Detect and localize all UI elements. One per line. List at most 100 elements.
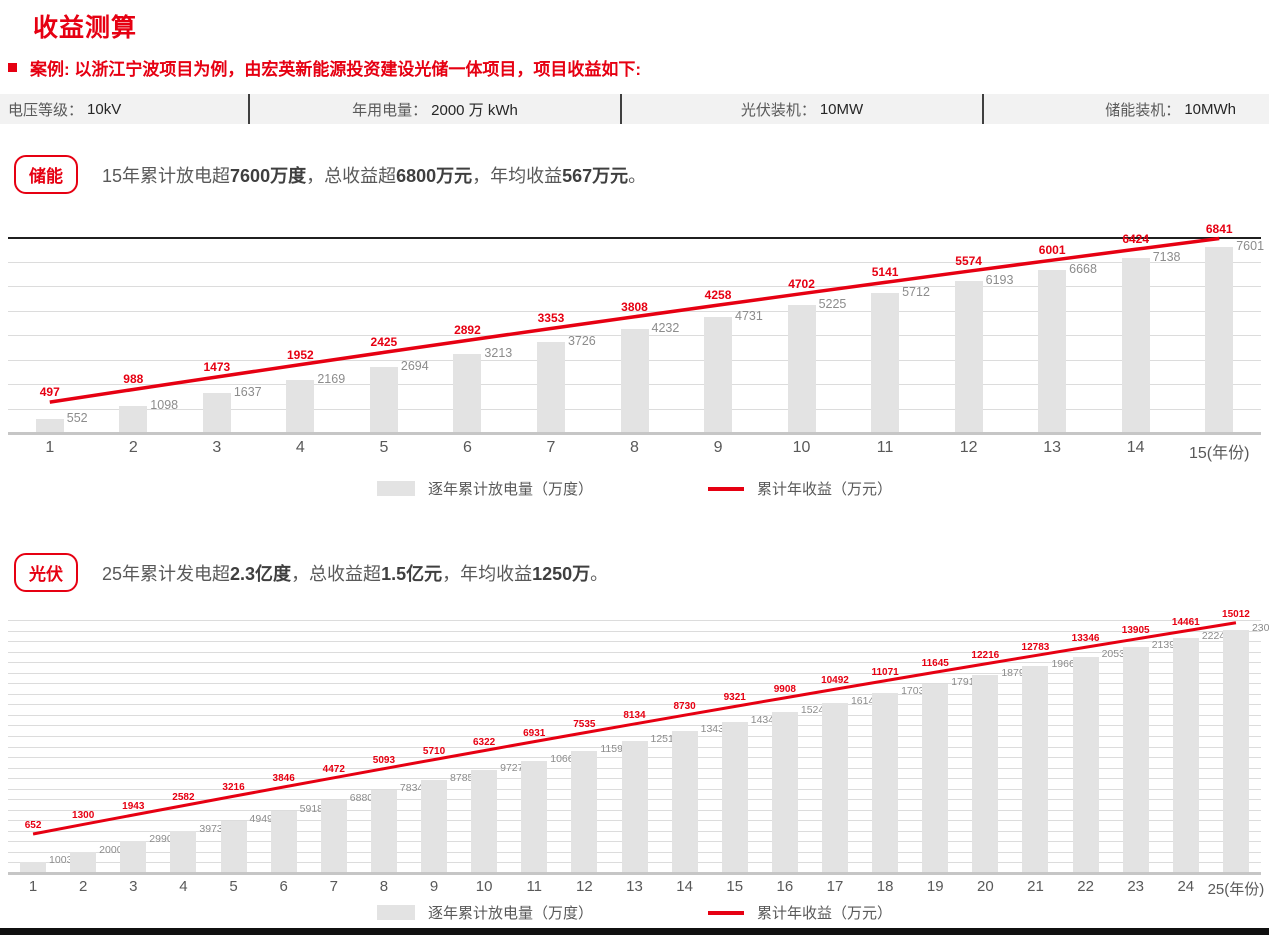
bar: [871, 293, 900, 433]
bar-value-label: 3726: [567, 333, 596, 348]
bar-value-label: 6193: [985, 273, 1014, 288]
gridline: [8, 683, 1261, 685]
bar-value-label: 19667: [1051, 657, 1081, 670]
bar: [972, 674, 999, 873]
legend-label: 累计年收益（万元）: [757, 905, 893, 922]
line-value-label: 1952: [287, 347, 314, 362]
info-label: 电压等级：: [8, 101, 84, 119]
line-value-label: 8730: [673, 701, 696, 713]
x-tick: 4: [295, 439, 305, 456]
storage-plot-area: 552 1098 1637 2169 2694 3213 3726 4232 4731 5225 5…: [8, 222, 1264, 435]
storage-badge: 储能: [14, 155, 78, 194]
x-tick: 12: [959, 439, 978, 456]
gridline: [8, 651, 1261, 653]
bar: [170, 831, 197, 873]
pv-legend: 逐年累计放电量（万度） 累计年收益（万元）: [0, 902, 1269, 923]
bar-value-label: 4232: [651, 321, 680, 336]
desc-segment: ，总收益超: [306, 165, 397, 186]
x-tick: 23: [1127, 878, 1145, 895]
line-value-label: 5141: [871, 265, 899, 280]
x-tick: 5: [229, 878, 238, 895]
bar: [1222, 629, 1249, 873]
info-cell-voltage: 电压等级： 10kV: [0, 94, 250, 124]
bar-value-label: 2000: [99, 843, 123, 856]
pv-section-header: 光伏 25年累计发电超2.3亿度，总收益超1.5亿元，年均收益1250万。: [14, 553, 608, 592]
gridline: [8, 408, 1261, 410]
x-tick: 22: [1077, 878, 1094, 895]
legend-item-line: 累计年收益（万元）: [708, 478, 892, 499]
revenue-line: [32, 621, 1237, 836]
x-tick: 1: [45, 439, 55, 456]
desc-segment: ，年均收益: [472, 165, 563, 186]
x-tick: 15: [726, 878, 744, 895]
revenue-line: [49, 236, 1220, 404]
bar: [453, 354, 482, 433]
storage-section-header: 储能 15年累计放电超7600万度，总收益超6800万元，年均收益567万元。: [14, 155, 646, 194]
x-tick: 15(年份): [1188, 445, 1250, 462]
x-tick: 16: [776, 878, 794, 895]
info-cell-pv-capacity: 光伏装机： 10MW: [622, 94, 984, 124]
bar: [721, 721, 748, 873]
pv-x-axis: 1 2 3 4 5 6 7 8 9 10 11 12 13 14 15 16 17 18 19 20 21 22 23 24 2…: [8, 878, 1264, 900]
bar-value-label: 17032: [901, 685, 931, 698]
legend-item-bars: 逐年累计放电量（万度）: [376, 478, 593, 499]
line-value-label: 3216: [222, 782, 245, 794]
desc-segment: 567万元: [562, 165, 629, 186]
bar: [220, 820, 247, 873]
bar: [120, 841, 147, 873]
line-value-label: 652: [24, 819, 42, 831]
desc-segment: 1250万: [532, 563, 591, 584]
bar-value-label: 3973: [199, 823, 223, 836]
gridline: [8, 788, 1261, 790]
gridline: [8, 757, 1261, 759]
x-tick: 25(年份): [1207, 881, 1265, 898]
gridline: [8, 767, 1261, 769]
x-tick: 1: [28, 878, 38, 895]
x-tick: 10: [792, 439, 811, 456]
gridline: [8, 641, 1261, 643]
line-value-label: 7535: [573, 718, 596, 730]
pv-plot-area: 1003 2000 2990 3973 4949 5918 6880 7834 8785 9727…: [8, 609, 1269, 875]
line-value-label: 6841: [1205, 221, 1233, 236]
bar: [119, 406, 148, 433]
gridline: [8, 778, 1261, 780]
bar: [620, 329, 649, 433]
legend-item-bars: 逐年累计放电量（万度）: [376, 902, 593, 923]
desc-segment: 7600万度: [230, 165, 307, 186]
bar: [771, 712, 798, 873]
gridline: [8, 310, 1261, 312]
gridline: [8, 725, 1261, 727]
line-value-label: 5093: [372, 754, 396, 766]
info-label: 年用电量：: [352, 101, 428, 119]
line-value-label: 13905: [1121, 625, 1150, 637]
line-value-label: 9321: [723, 692, 746, 704]
x-tick: 3: [129, 878, 138, 895]
line-value-label: 1473: [203, 359, 231, 374]
bar: [1121, 258, 1150, 433]
bar-value-label: 8785: [450, 772, 474, 785]
gridline: [8, 841, 1261, 843]
gridline: [8, 359, 1261, 361]
info-value: 10MW: [819, 100, 864, 118]
bar-value-label: 5712: [902, 285, 930, 300]
bar-value-label: 23095: [1251, 621, 1269, 634]
x-tick: 8: [379, 878, 389, 895]
x-tick: 19: [926, 878, 944, 895]
line-value-label: 9908: [773, 683, 796, 695]
gridline: [8, 830, 1261, 832]
bar: [821, 702, 848, 873]
bar: [369, 367, 398, 433]
info-value: 10kV: [87, 100, 122, 118]
line-value-label: 4702: [788, 276, 815, 291]
bar-value-label: 552: [66, 411, 88, 426]
bar: [471, 770, 498, 873]
line-value-label: 6001: [1038, 243, 1066, 258]
gridline: [8, 335, 1261, 336]
gridline: [8, 261, 1261, 263]
bar: [671, 731, 698, 873]
line-value-label: 6322: [473, 736, 496, 748]
bar: [1072, 656, 1099, 873]
gridline: [8, 714, 1261, 716]
line-value-label: 11645: [921, 658, 949, 670]
x-tick: 7: [329, 878, 338, 895]
